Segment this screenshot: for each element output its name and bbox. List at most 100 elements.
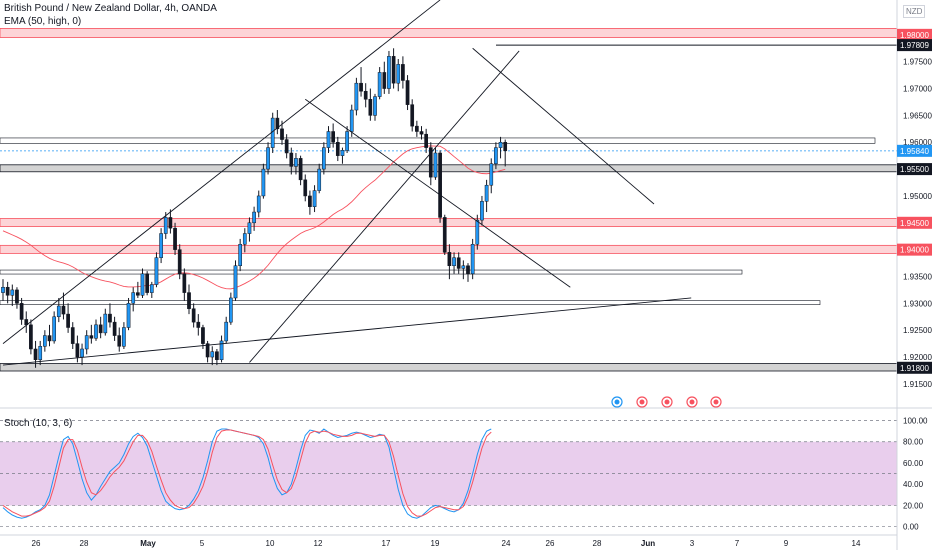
candle (312, 185, 317, 213)
candle-body-up (126, 303, 131, 328)
candle-body-up (238, 244, 243, 267)
x-tick-label: Jun (641, 539, 655, 548)
candle-body-down (442, 217, 447, 253)
candle (224, 316, 229, 344)
candle-body-down (424, 133, 428, 148)
x-tick-label: 3 (690, 539, 695, 548)
price-label: 1.94000 (897, 243, 932, 256)
candle-body-down (145, 273, 150, 293)
candle-body-up (122, 327, 126, 347)
candle (354, 77, 359, 116)
candle (396, 59, 401, 92)
candle (177, 244, 182, 280)
trendline-upper-channel (2, 0, 441, 344)
candle-body-down (419, 131, 424, 135)
candle (43, 330, 47, 352)
candle (56, 297, 61, 323)
candle-body-up (461, 265, 466, 269)
candle-body-up (38, 346, 43, 360)
candle (303, 174, 308, 202)
candle (29, 319, 33, 355)
x-tick-label: 28 (593, 539, 602, 548)
stoch-tick-label: 60.00 (903, 459, 924, 468)
candle-body-down (29, 324, 33, 350)
event-marker (611, 396, 623, 408)
candle-body-down (405, 80, 410, 105)
candle (136, 281, 140, 298)
candle-body-down (280, 128, 284, 140)
candle-body-up (154, 257, 159, 285)
candle (484, 179, 489, 213)
candle (112, 316, 117, 341)
candle (419, 126, 424, 140)
candle (442, 214, 447, 256)
candle (242, 228, 247, 253)
candle (94, 319, 98, 341)
candle-body-down (303, 179, 308, 197)
candle (359, 67, 363, 97)
candle-body-down (284, 139, 289, 154)
x-tick-label: 7 (735, 539, 740, 548)
candle-body-up (470, 244, 475, 275)
candle (452, 252, 456, 274)
support-zone (0, 363, 898, 372)
event-markers[interactable] (611, 396, 722, 408)
candle (117, 327, 122, 352)
candle (308, 190, 312, 215)
candle (428, 142, 433, 186)
currency-badge[interactable]: NZD (903, 5, 926, 18)
symbol-legend[interactable]: British Pound / New Zealand Dollar, 4h, … (4, 3, 217, 14)
ema-legend[interactable]: EMA (50, high, 0) (4, 16, 82, 27)
trendlines[interactable] (2, 0, 692, 366)
candle (294, 152, 298, 175)
candle (52, 311, 56, 344)
candle-body-down (215, 351, 219, 360)
candle-body-down (66, 313, 70, 328)
candle-body-up (294, 158, 298, 167)
candle-body-up (1, 286, 5, 293)
candle-body-down (363, 90, 368, 100)
candle (317, 163, 322, 194)
candle (70, 322, 75, 349)
candle-body-up (10, 289, 15, 296)
candle (122, 322, 126, 349)
candle (205, 340, 210, 363)
candle-body-up (266, 147, 270, 170)
candle-body-up (94, 324, 98, 339)
candles (1, 48, 508, 368)
y-tick-label: 1.97500 (903, 58, 932, 67)
candle (5, 281, 10, 304)
candle (145, 271, 150, 296)
ema-line (2, 145, 506, 290)
candle (191, 303, 196, 328)
level-box (0, 300, 821, 305)
x-tick-label: 28 (80, 539, 89, 548)
candle (470, 238, 475, 280)
resistance-zone (0, 218, 898, 227)
candle (159, 228, 163, 264)
x-tick-label: 5 (200, 539, 205, 548)
candle (298, 155, 303, 186)
candle (289, 147, 294, 175)
candle-body-up (256, 195, 261, 213)
price-label: 1.97809 (897, 39, 932, 52)
candle-body-down (331, 131, 335, 143)
candle (80, 343, 84, 366)
candle-body-down (75, 343, 80, 358)
candle (66, 303, 70, 333)
candle (168, 209, 173, 234)
candle (340, 147, 345, 164)
candle-body-down (19, 303, 24, 320)
candle-body-down (205, 343, 210, 358)
price-label: 1.91800 (897, 361, 932, 374)
candle (108, 303, 112, 328)
candle-body-up (498, 141, 503, 148)
candle (47, 324, 52, 347)
candle-body-up (52, 316, 56, 342)
price-label-text: 1.95840 (900, 147, 929, 156)
stoch-legend[interactable]: Stoch (10, 3, 6) (4, 418, 73, 429)
candle-body-up (242, 233, 247, 245)
candle (415, 120, 419, 137)
